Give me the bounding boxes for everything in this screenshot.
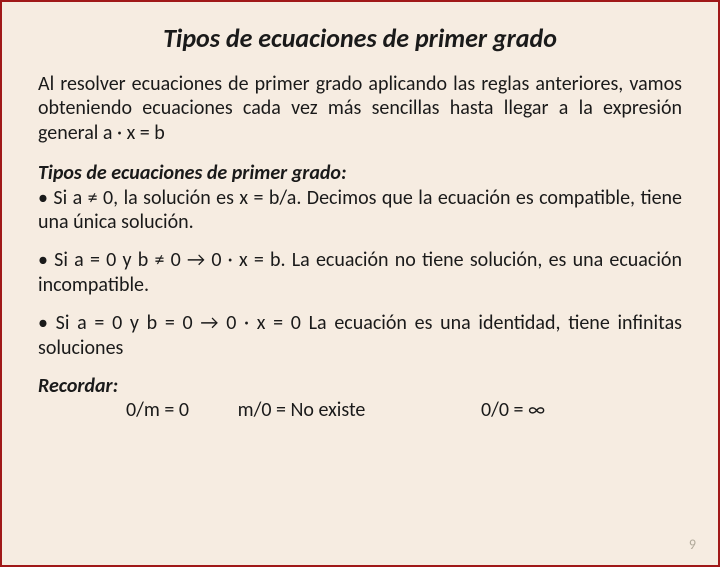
intro-paragraph: Al resolver ecuaciones de primer grado a… — [38, 72, 682, 145]
remember-row: 0/m = 0 m/0 = No existe 0/0 = ∞ — [38, 398, 682, 422]
remember-value-3: 0/0 = ∞ — [463, 398, 682, 422]
bullet-item-3: • Si a = 0 y b = 0 → 0 · x = 0 La ecuaci… — [38, 311, 682, 360]
types-block: Tipos de ecuaciones de primer grado: • S… — [38, 161, 682, 234]
remember-value-2: m/0 = No existe — [238, 398, 463, 422]
page-number: 9 — [689, 536, 696, 553]
remember-value-1: 0/m = 0 — [38, 398, 238, 422]
bullet-item-1: • Si a ≠ 0, la solución es x = b/a. Deci… — [38, 186, 682, 235]
types-subheading: Tipos de ecuaciones de primer grado: — [38, 161, 682, 185]
remember-label: Recordar: — [38, 374, 682, 398]
slide-title: Tipos de ecuaciones de primer grado — [38, 22, 682, 54]
bullet-item-2: • Si a = 0 y b ≠ 0 → 0 · x = b. La ecuac… — [38, 248, 682, 297]
